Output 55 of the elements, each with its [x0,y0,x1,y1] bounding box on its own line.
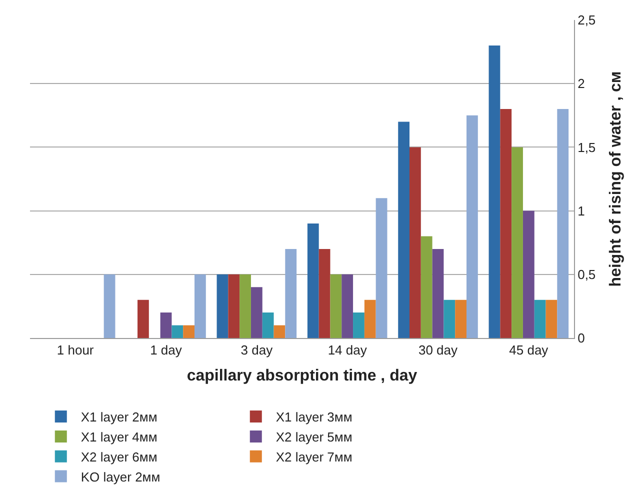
bar [216,274,228,338]
bar [285,248,297,338]
y-tick-label: 2,5 [578,12,596,28]
bar [444,300,456,338]
legend-label: X1 layer 2мм [80,410,158,425]
bar [534,300,546,338]
bar [410,147,421,338]
bar [318,248,330,338]
x-tick-label: 1 hour [56,342,94,358]
y-tick-label: 2 [578,76,585,92]
bar [183,325,194,338]
legend-label: X2 layer 5мм [276,430,352,445]
bar [455,300,466,338]
bar [274,325,286,338]
y-axis-title: height of rising of water , см [607,71,624,287]
legend-label: KO layer 2мм [80,469,160,484]
bar [488,45,500,338]
bar [500,109,512,338]
x-tick-label: 1 day [150,342,182,358]
legend-label: X1 layer 3мм [276,410,352,425]
legend-label: X2 layer 6мм [80,449,158,464]
bar [342,274,354,338]
bar [250,287,262,338]
bar [228,274,240,338]
x-tick-label: 30 day [418,342,458,358]
x-tick-label: 45 day [509,342,549,358]
y-tick-label: 0,5 [578,266,596,282]
x-axis-title: capillary absorption time , day [186,367,418,384]
y-tick-label: 1 [578,203,585,218]
bar [104,274,116,338]
bar [364,300,376,338]
bar [466,115,478,338]
bar [546,300,558,338]
x-tick-label: 14 day [328,342,368,358]
y-tick-label: 1,5 [578,140,596,155]
bar [160,312,172,338]
x-tick-label: 3 day [240,342,274,358]
bar [432,248,444,338]
legend-label: X1 layer 4мм [80,430,158,445]
bar [138,300,149,338]
bar [398,122,410,338]
bar [522,210,534,338]
bar [353,312,364,338]
bar [307,224,319,338]
legend-label: X2 layer 7мм [276,449,352,464]
bar [376,198,388,338]
bar [194,274,206,338]
bar [262,312,274,338]
y-tick-label: 0 [578,330,585,346]
bar [172,325,184,338]
bar [420,236,432,338]
bar [240,274,251,338]
bar [557,109,569,338]
bar [330,274,342,338]
bar [512,147,523,338]
